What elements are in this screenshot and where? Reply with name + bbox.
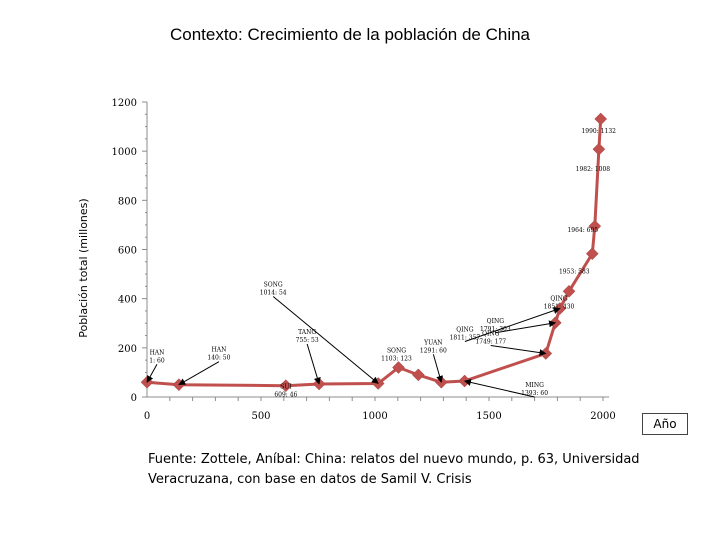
x-tick-label: 1500 [476,411,501,422]
y-tick-label: 800 [118,196,137,207]
data-point [594,112,608,126]
annotation-label: SUI 609: 46 [274,384,297,399]
annotation-arrow [178,361,220,386]
annotation-dynasty: TANG [298,329,316,336]
annotation-arrow [432,354,443,383]
annotation-dynasty: SONG [387,348,406,355]
annotation-label: QING 1749: 177 [475,330,506,345]
data-point [588,219,602,233]
y-tick-label: 400 [118,295,137,306]
y-tick-label: 1000 [112,147,137,158]
annotation-label: MING 1393: 60 [521,382,548,397]
annotation-dynasty: QING [487,318,505,325]
annotation-year-value: 1851: 430 [544,303,575,310]
y-tick-label: 200 [118,344,137,355]
annotation-arrow [146,364,158,383]
data-point [392,361,405,374]
y-tick-label: 0 [131,393,137,404]
annotation-label: SONG 1014: 54 [260,281,287,296]
annotation-arrow [490,344,547,357]
y-tick-label: 600 [118,246,137,257]
annotation-dynasty: QING [482,330,500,337]
annotation-dynasty: HAN [212,347,227,354]
annotation-arrow [463,379,535,398]
annotation-year-value: 1103: 123 [381,356,412,363]
annotation-label: HAN 1: 60 [149,349,165,364]
x-axis-label: Año [642,413,688,435]
annotation-label: QING 1851: 430 [544,295,575,310]
chart-title: Contexto: Crecimiento de la población de… [169,25,531,44]
annotation-year-value: 1014: 54 [260,289,287,296]
annotation-dynasty: HAN [150,349,165,356]
annotation-dynasty: SUI [280,384,292,391]
annotation-label: SONG 1103: 123 [381,348,412,363]
x-tick-label: 1000 [362,411,387,422]
annotation-year-value: 1393: 60 [521,390,548,397]
annotation-dynasty: QING [550,295,568,302]
data-point [279,379,293,393]
annotation-arrow [272,296,379,384]
annotation-year-value: 1811: 357 [450,335,481,342]
annotation-year-value: 1749: 177 [475,338,506,345]
annotation-dynasty: SONG [264,281,283,288]
data-point [585,247,599,261]
annotation-year-value: 1291: 60 [420,347,447,354]
x-tick-label: 2000 [590,411,615,422]
annotation-arrow [306,343,321,385]
annotation-label: YUAN 1291: 60 [420,339,447,354]
annotation-label: 1964: 695 [567,227,598,234]
series-line [146,118,603,388]
annotation-label: QING 1791: 303 [480,318,511,333]
annotation-dynasty: MING [525,382,544,389]
annotation-label: 1990: 1132 [581,128,616,135]
annotation-arrow [464,307,561,342]
y-tick-label: 1200 [112,98,137,109]
source-note: Fuente: Zottele, Aníbal: China: relatos … [148,452,640,487]
annotation-label: 1953: 583 [559,269,590,276]
annotation-year-value: 1791: 303 [480,326,511,333]
data-point [562,284,576,298]
annotation-label: QING 1811: 357 [450,327,481,342]
annotation-arrow [495,320,557,334]
data-point [592,142,606,156]
data-point [411,368,425,382]
annotation-label: 1982: 1008 [576,166,611,173]
annotation-dynasty: QING [456,327,474,334]
annotation-year-value: 609: 46 [274,392,297,399]
annotation-year-value: 755: 53 [296,337,319,344]
annotation-year-value: 1: 60 [149,357,165,364]
x-tick-label: 0 [144,411,150,422]
annotation-year-value: 140: 50 [207,355,230,362]
annotation-label: TANG 755: 53 [296,329,319,344]
annotation-label: HAN 140: 50 [207,347,230,362]
annotation-dynasty: YUAN [423,339,442,346]
x-tick-label: 500 [251,411,270,422]
